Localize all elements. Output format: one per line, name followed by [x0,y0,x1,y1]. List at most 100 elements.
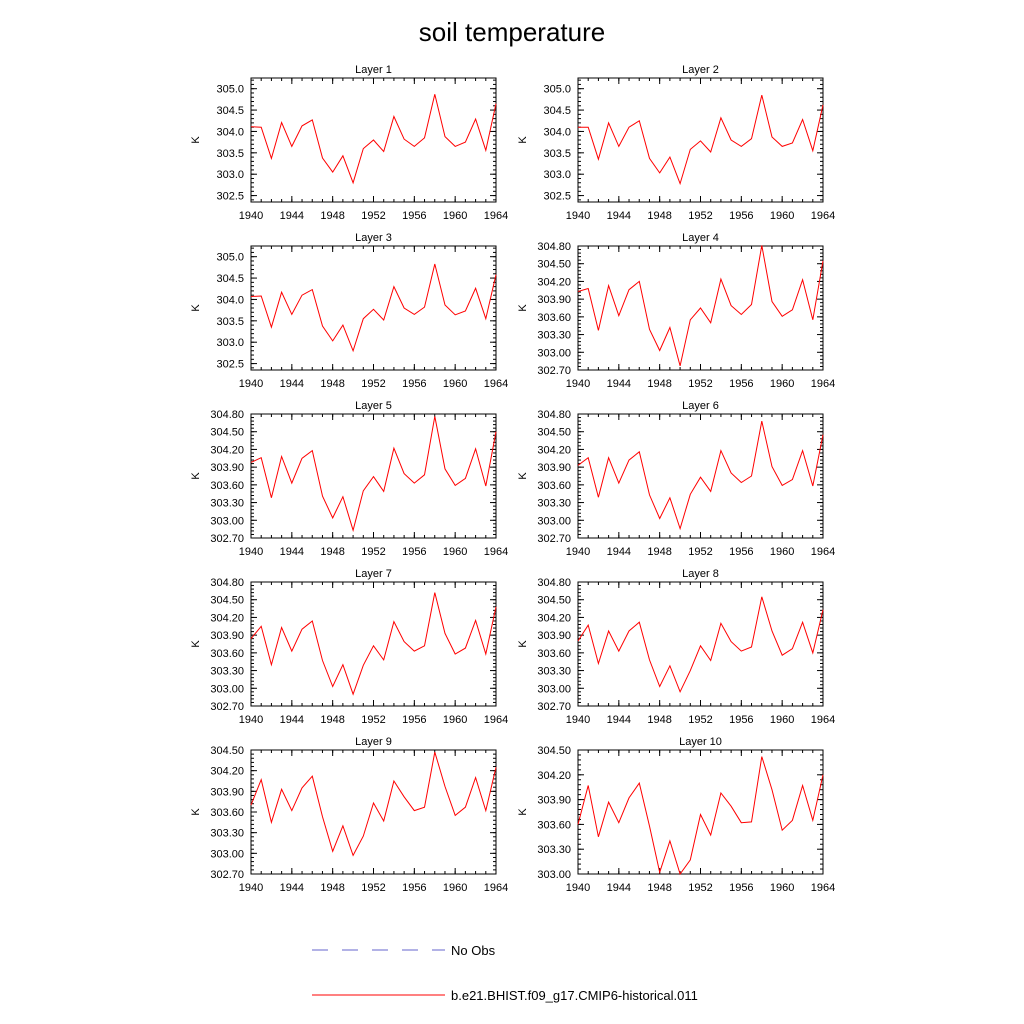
series-line [577,245,824,367]
series-line [578,94,824,186]
y-tick-label: 304.80 [210,577,244,589]
panel-title: Layer 4 [682,232,719,244]
y-axis-label: K [517,304,529,312]
series-line [250,751,497,857]
x-tick-label: 1948 [320,210,344,222]
y-tick-label: 303.00 [537,347,571,359]
y-tick-label: 303.30 [210,498,244,510]
y-tick-label: 304.50 [210,595,244,607]
y-tick-label: 304.50 [537,595,571,607]
plot-frame [577,413,824,539]
y-tick-label: 303.5 [216,316,244,328]
x-tick-label: 1948 [647,546,671,558]
x-tick-label: 1948 [647,882,671,894]
y-tick-label: 304.20 [537,444,571,456]
legend-model-label: b.e21.BHIST.f09_g17.CMIP6-historical.011 [451,988,698,1003]
panel-title: Layer 10 [679,736,722,748]
legend-no-obs-label: No Obs [451,943,496,958]
y-tick-label: 302.5 [216,191,244,203]
y-axis-label: K [517,472,529,480]
y-tick-label: 305.0 [216,84,244,96]
y-tick-label: 303.60 [537,648,571,660]
y-tick-label: 302.5 [216,359,244,371]
panel-title: Layer 5 [355,400,392,412]
series-line [250,263,497,353]
y-tick-label: 303.00 [210,515,244,527]
y-tick-label: 303.30 [537,666,571,678]
y-axis-label: K [517,640,529,648]
y-tick-label: 304.80 [210,409,244,421]
panel-layer-4: Layer 4 K 1940 1944 1948 1952 1956 1960 1964 302.… [517,232,835,390]
y-tick-label: 303.60 [537,312,571,324]
y-axis-label: K [517,808,529,816]
x-tick-label: 1952 [361,882,385,894]
panel-title: Layer 2 [682,64,719,76]
series-line [250,94,497,185]
y-axis-label: K [190,808,202,816]
main-title: soil temperature [419,17,605,47]
y-tick-label: 304.5 [216,273,244,285]
y-tick-label: 303.00 [537,515,571,527]
x-tick-label: 1960 [443,882,467,894]
y-tick-label: 303.90 [537,462,571,474]
y-tick-label: 304.5 [216,105,244,117]
x-tick-label: 1952 [688,546,712,558]
y-tick-label: 305.0 [216,252,244,264]
x-tick-label: 1940 [239,546,263,558]
y-tick-label: 303.60 [210,480,244,492]
x-tick-label: 1956 [402,714,426,726]
y-tick-label: 304.20 [210,444,244,456]
y-tick-label: 304.50 [537,745,571,757]
x-tick-label: 1956 [729,210,753,222]
panel-layer-1: Layer 1 K 1940 1944 1948 1952 1956 1960 1964 302.… [190,64,508,222]
y-tick-label: 304.80 [537,577,571,589]
y-tick-label: 302.70 [537,365,571,377]
y-tick-label: 303.60 [210,648,244,660]
y-tick-label: 304.0 [543,126,571,138]
y-tick-label: 302.70 [537,701,571,713]
y-tick-label: 302.70 [537,533,571,545]
y-tick-label: 303.60 [537,819,571,831]
x-tick-label: 1960 [443,378,467,390]
y-axis-label: K [190,640,202,648]
y-tick-label: 304.20 [537,770,571,782]
y-tick-label: 304.0 [216,126,244,138]
x-tick-label: 1948 [320,714,344,726]
y-tick-label: 303.60 [210,807,244,819]
y-tick-label: 302.70 [210,869,244,881]
panel-layer-9: Layer 9 K 1940 1944 1948 1952 1956 1960 1964 302.… [190,736,508,894]
series-line [250,592,497,696]
x-tick-label: 1964 [811,210,835,222]
panels: Layer 1 K 1940 1944 1948 1952 1956 1960 1964 302.… [190,64,835,894]
x-tick-label: 1944 [607,378,631,390]
y-tick-label: 303.0 [543,169,571,181]
x-tick-label: 1948 [647,378,671,390]
y-tick-label: 303.00 [210,683,244,695]
y-tick-label: 305.0 [543,84,571,96]
x-tick-label: 1944 [280,882,304,894]
y-tick-label: 304.80 [537,409,571,421]
y-tick-label: 304.50 [537,427,571,439]
y-axis-label: K [517,136,529,144]
x-tick-label: 1956 [729,882,753,894]
y-tick-label: 303.30 [537,844,571,856]
x-tick-label: 1964 [484,714,508,726]
x-tick-label: 1944 [280,210,304,222]
x-tick-label: 1940 [239,210,263,222]
y-tick-label: 303.90 [210,630,244,642]
x-tick-label: 1952 [688,882,712,894]
x-tick-label: 1960 [443,546,467,558]
y-tick-label: 303.90 [537,795,571,807]
plot-frame [577,749,824,875]
x-tick-label: 1940 [566,546,590,558]
y-tick-label: 304.20 [537,276,571,288]
x-tick-label: 1964 [484,882,508,894]
x-tick-label: 1952 [688,378,712,390]
x-tick-label: 1952 [688,210,712,222]
x-tick-label: 1960 [770,210,794,222]
panel-title: Layer 6 [682,400,719,412]
y-tick-label: 304.20 [210,766,244,778]
y-axis-label: K [190,136,202,144]
y-tick-label: 303.90 [537,294,571,306]
x-tick-label: 1956 [402,546,426,558]
